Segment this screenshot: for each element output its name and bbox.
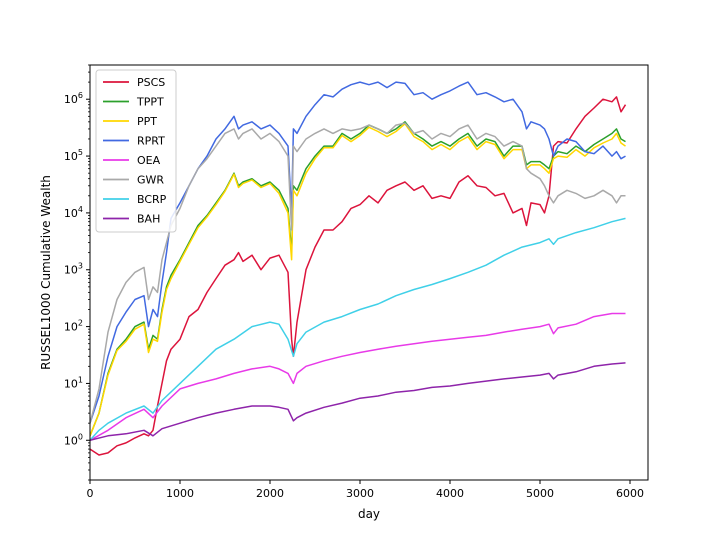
y-tick-label: 103 [64,262,83,277]
y-tick-label: 104 [64,205,83,220]
y-tick-exponent: 1 [78,375,83,384]
legend-label: TPPT [136,96,164,109]
y-tick-exponent: 6 [78,91,83,100]
y-tick-label: 106 [64,91,83,106]
legend: PSCS TPPT PPT RPRT OEA GWR BCRP BAH [95,69,177,233]
y-tick-exponent: 3 [78,262,83,271]
x-axis-label: day [358,507,380,521]
y-tick-exponent: 5 [78,148,83,157]
legend-label: RPRT [137,135,165,148]
x-axis: 0 1000 2000 3000 4000 5000 6000 [87,480,644,500]
legend-label: BAH [137,213,160,226]
series-line-pscs [90,96,627,456]
series-line-tppt [90,121,626,437]
y-tick-base: 10 [64,93,78,106]
x-tick-label: 4000 [436,487,464,500]
y-axis-label: RUSSEL1000 Cumulative Wealth [39,175,53,370]
legend-label: PSCS [137,76,165,89]
y-tick-exponent: 4 [78,205,83,214]
series-line-bcrp [90,217,626,441]
legend-box [95,69,177,233]
y-tick-label: 100 [64,432,83,447]
x-tick-label: 6000 [616,487,644,500]
y-tick-base: 10 [64,377,78,390]
y-tick-base: 10 [64,264,78,277]
y-tick-label: 102 [64,319,83,334]
y-tick-base: 10 [64,150,78,163]
x-tick-label: 3000 [346,487,374,500]
y-tick-exponent: 0 [78,432,83,441]
series-line-bah [90,362,626,442]
x-tick-label: 1000 [166,487,194,500]
y-tick-base: 10 [64,321,78,334]
x-tick-label: 5000 [526,487,554,500]
y-tick-base: 10 [64,434,78,447]
y-tick-exponent: 2 [78,319,83,328]
series-line-oea [90,312,626,441]
x-tick-label: 2000 [256,487,284,500]
legend-label: OEA [137,154,161,167]
legend-label: BCRP [137,193,167,206]
y-tick-label: 101 [64,375,83,390]
x-tick-label: 0 [87,487,94,500]
y-tick-label: 105 [64,148,83,163]
series-line-ppt [90,123,626,437]
legend-label: PPT [137,115,157,128]
y-tick-base: 10 [64,207,78,220]
legend-label: GWR [137,174,164,187]
